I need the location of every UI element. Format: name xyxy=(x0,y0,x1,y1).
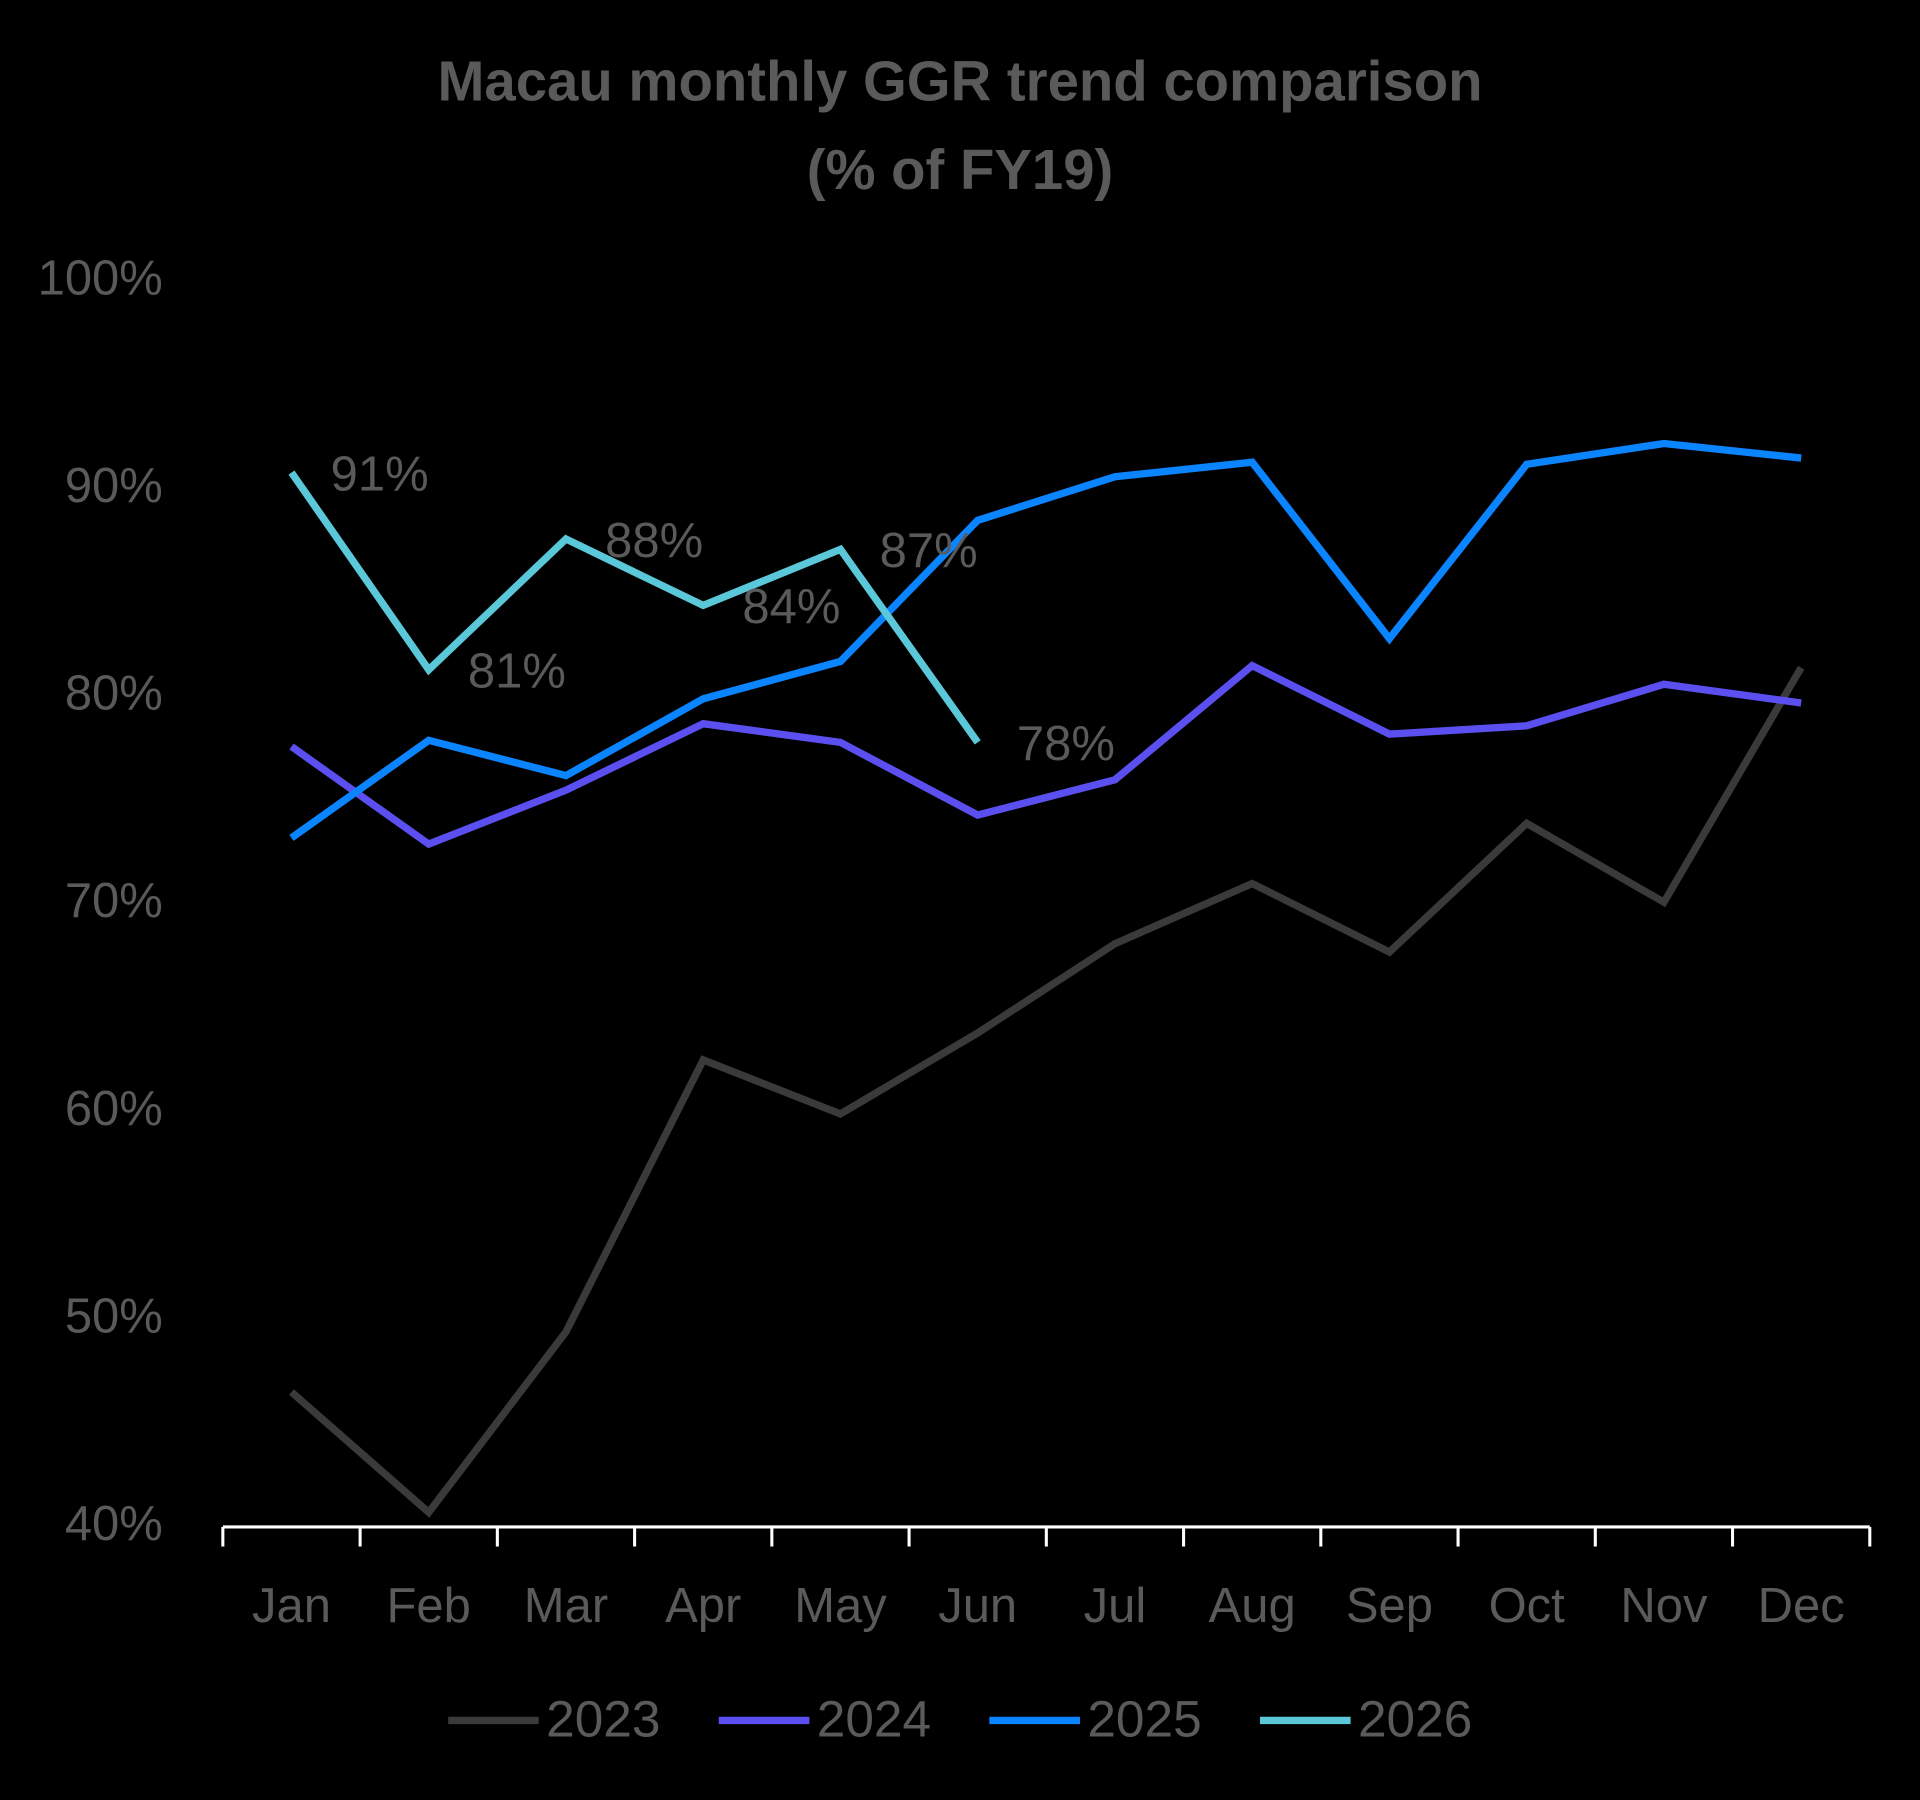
y-tick-label: 90% xyxy=(65,459,163,513)
y-tick-label: 40% xyxy=(65,1497,163,1551)
x-tick-label: Oct xyxy=(1489,1579,1566,1633)
x-tick-label: Apr xyxy=(665,1579,741,1633)
series-line xyxy=(289,665,1805,1518)
y-tick-label: 50% xyxy=(65,1289,163,1343)
data-label: 81% xyxy=(468,645,566,699)
x-tick-label: Jan xyxy=(252,1579,331,1633)
chart-title: Macau monthly GGR trend comparison xyxy=(437,50,1482,113)
legend-label: 2023 xyxy=(546,1689,660,1747)
data-label: 78% xyxy=(1017,717,1115,771)
series-line xyxy=(289,661,1802,849)
data-label: 91% xyxy=(331,447,429,501)
data-label: 87% xyxy=(880,524,978,578)
series-line xyxy=(289,439,1802,841)
legend-label: 2024 xyxy=(817,1689,931,1747)
legend-label: 2025 xyxy=(1087,1689,1201,1747)
data-label: 88% xyxy=(605,514,703,568)
data-label: 84% xyxy=(742,580,840,634)
series-line xyxy=(288,470,981,745)
legend-label: 2026 xyxy=(1358,1689,1472,1747)
x-tick-label: Jul xyxy=(1084,1579,1147,1633)
x-tick-label: Aug xyxy=(1209,1579,1296,1633)
y-tick-label: 80% xyxy=(65,667,163,721)
x-tick-label: Sep xyxy=(1346,1579,1433,1633)
x-tick-label: Dec xyxy=(1758,1579,1845,1633)
chart-subtitle: (% of FY19) xyxy=(807,138,1114,201)
x-tick-label: Feb xyxy=(387,1579,471,1633)
y-tick-label: 70% xyxy=(65,874,163,928)
x-tick-label: May xyxy=(794,1579,887,1633)
y-tick-label: 100% xyxy=(38,252,163,306)
x-tick-label: Jun xyxy=(938,1579,1017,1633)
x-tick-label: Mar xyxy=(524,1579,608,1633)
y-tick-label: 60% xyxy=(65,1082,163,1136)
x-tick-label: Nov xyxy=(1620,1579,1708,1633)
